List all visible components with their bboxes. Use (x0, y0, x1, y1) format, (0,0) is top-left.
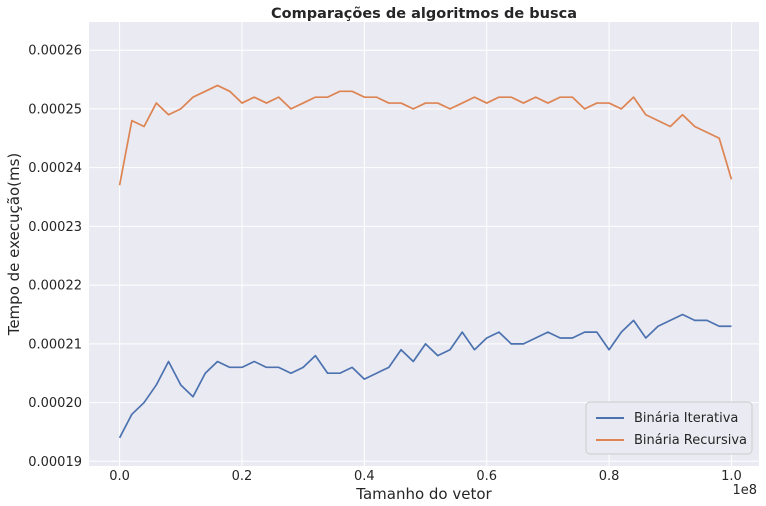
y-tick-label: 0.00025 (28, 102, 82, 117)
legend: Binária Iterativa Binária Recursiva (585, 401, 753, 455)
x-tick-label: 0.2 (232, 469, 253, 484)
plot-background (89, 22, 759, 466)
y-tick-label: 0.00023 (28, 220, 82, 235)
grid (89, 22, 759, 466)
chart-title: Comparações de algoritmos de busca (271, 6, 577, 22)
y-tick-label: 0.00020 (28, 396, 82, 411)
y-tick-label: 0.00024 (28, 161, 82, 176)
tick-labels: 0.0 0.2 0.4 0.6 0.8 1.0 0.00019 0.00020 0.00021 0… (28, 44, 742, 484)
y-axis-label: Tempo de execução(ms) (5, 153, 23, 337)
x-axis-label: Tamanho do vetor (355, 485, 492, 503)
y-tick-label: 0.00021 (28, 337, 82, 352)
legend-label-recursiva: Binária Recursiva (634, 433, 747, 448)
x-tick-label: 0.6 (476, 469, 497, 484)
x-axis-offset-label: 1e8 (732, 483, 757, 498)
x-tick-label: 0.8 (599, 469, 620, 484)
y-tick-label: 0.00026 (28, 44, 82, 59)
x-tick-label: 0.4 (354, 469, 375, 484)
x-tick-label: 0.0 (109, 469, 130, 484)
x-tick-label: 1.0 (721, 469, 742, 484)
legend-label-iterativa: Binária Iterativa (634, 411, 738, 426)
legend-box (585, 401, 753, 455)
series-layer (118, 84, 733, 439)
y-tick-label: 0.00022 (28, 279, 82, 294)
y-tick-label: 0.00019 (28, 455, 82, 470)
series-line-1 (118, 84, 733, 186)
series-line-0 (118, 313, 732, 439)
